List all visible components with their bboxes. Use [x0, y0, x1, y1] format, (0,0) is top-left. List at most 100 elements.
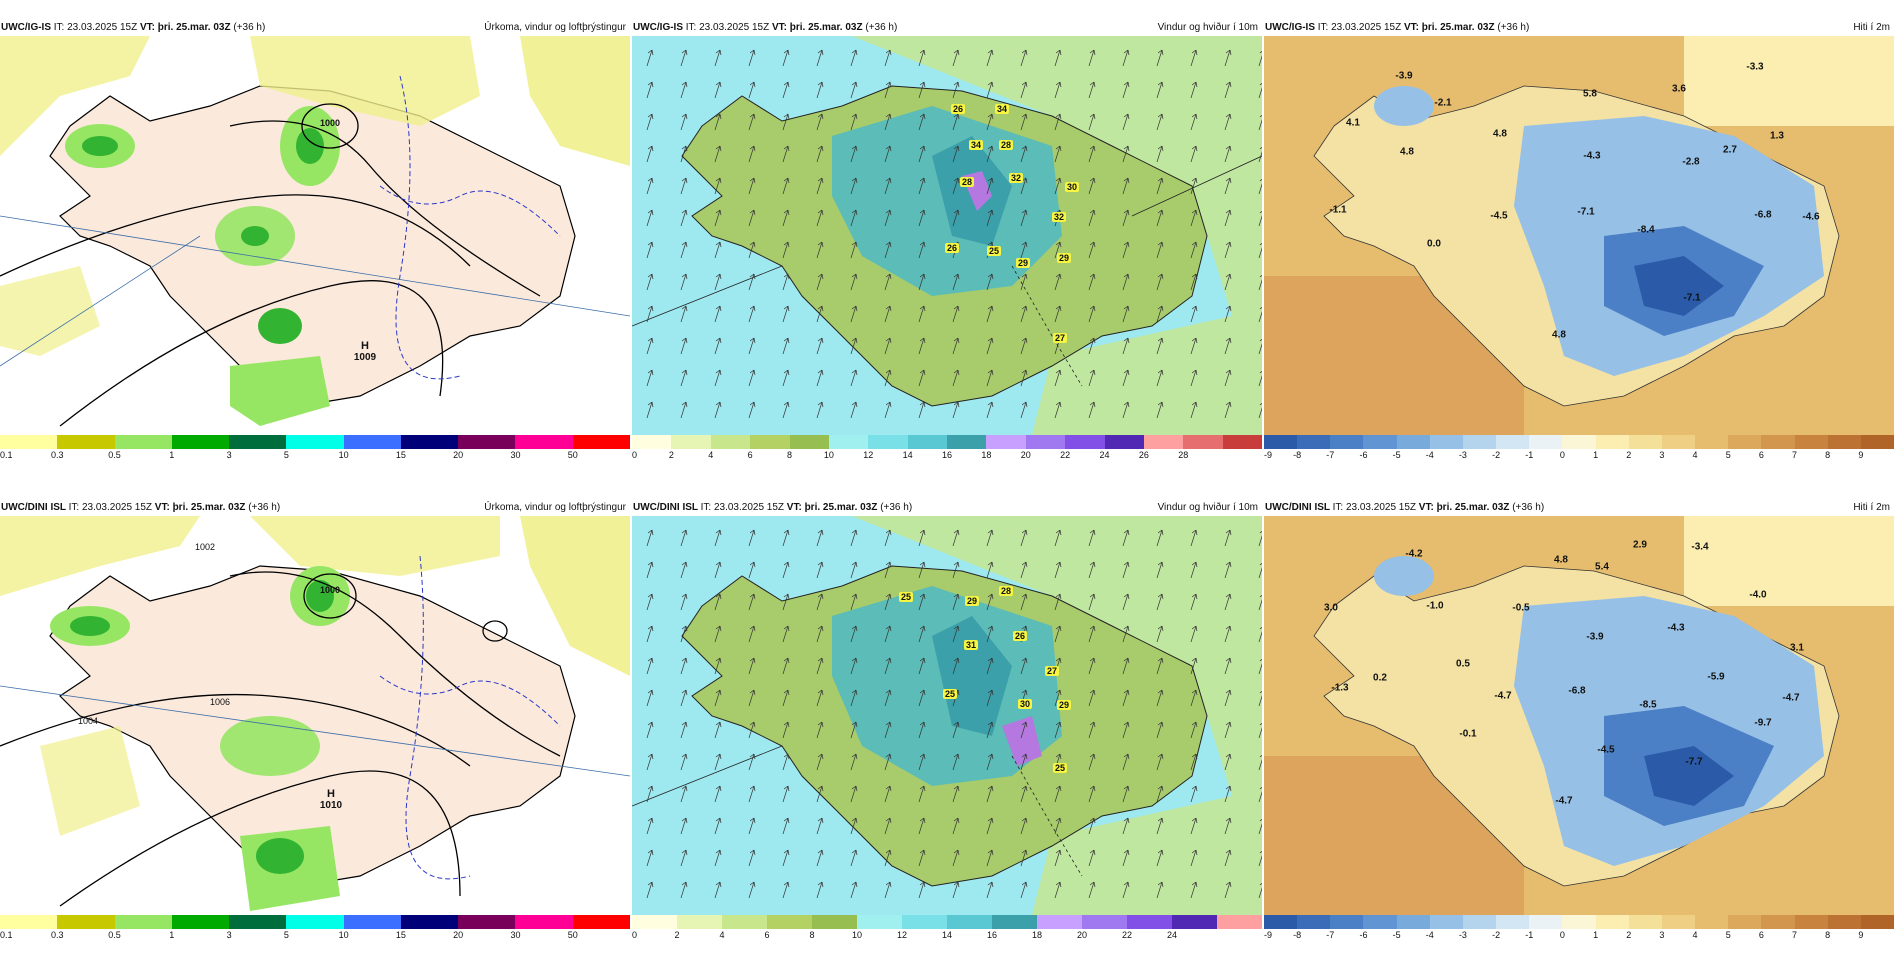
- temperature-label: -3.9: [1395, 70, 1413, 82]
- wind-arrow: [1122, 721, 1130, 739]
- precip-map: H 1009 1000: [0, 36, 630, 435]
- wind-arrow: [1224, 753, 1232, 771]
- wind-colorbar-tick: 0: [632, 450, 638, 460]
- wind-arrow: [1156, 849, 1164, 867]
- wind-colorbar-tick: 4: [708, 450, 714, 460]
- wind-arrow: [714, 785, 722, 803]
- vt-value: þri. 25.mar. 03Z: [157, 22, 231, 33]
- wind-arrow: [986, 561, 994, 579]
- wind-arrow: [680, 145, 688, 163]
- temperature-colorbar-segment: [1363, 435, 1397, 449]
- wind-arrow: [748, 145, 756, 163]
- wind-arrow: [918, 369, 926, 387]
- temperature-colorbar-segment: [1794, 435, 1828, 449]
- wind-arrow: [952, 561, 960, 579]
- panel-header: UWC/IG-IS IT: 23.03.2025 15Z VT: þri. 25…: [0, 18, 630, 36]
- precip-colorbar-tick: 0.1: [0, 930, 13, 940]
- wind-arrow: [1224, 657, 1232, 675]
- wind-arrow: [782, 401, 790, 419]
- gust-label: 26: [950, 104, 966, 114]
- wind-arrow: [1122, 145, 1130, 163]
- wind-arrow: [1088, 273, 1096, 291]
- wind-colorbar-segment: [1025, 435, 1066, 449]
- temperature-colorbar-ticks: -9 -8 -7 -6 -5 -4 -3 -2 -1 0 1 2 3 4 5 6 7 8 9: [1264, 450, 1894, 464]
- precip-cell-s: [256, 838, 304, 874]
- wind-arrow: [646, 529, 654, 547]
- wind-colorbar-tick: 12: [896, 930, 908, 940]
- wind-arrow: [1122, 81, 1130, 99]
- wind-colorbar-segment: [1082, 915, 1127, 929]
- temperature-label: 4.8: [1400, 146, 1414, 158]
- wind-arrow: [1122, 593, 1130, 611]
- temperature-label: 4.8: [1493, 128, 1507, 140]
- wind-arrow: [748, 241, 756, 259]
- wind-arrow: [884, 785, 892, 803]
- wind-arrow: [986, 337, 994, 355]
- wind-arrow: [748, 657, 756, 675]
- precip-colorbar-ticks: 0.1 0.3 0.5 1 3 5 10 15 20 30 50: [0, 930, 630, 944]
- wind-arrow: [884, 49, 892, 67]
- wind-arrow: [1258, 179, 1262, 195]
- temperature-colorbar-tick: 3: [1659, 930, 1665, 940]
- precip-area-ne: [520, 516, 630, 676]
- wind-arrow: [1088, 785, 1096, 803]
- wind-arrow: [646, 305, 654, 323]
- wind-arrow: [1020, 657, 1028, 675]
- wind-arrow: [952, 113, 960, 131]
- temperature-label: -1.1: [1329, 204, 1347, 216]
- temperature-colorbar-tick: 1: [1593, 450, 1599, 460]
- wind-arrow: [646, 145, 654, 163]
- wind-arrow: [646, 657, 654, 675]
- precip-map-svg: [0, 516, 630, 915]
- model-name: UWC/DINI ISL: [1, 502, 66, 513]
- wind-arrow: [884, 177, 892, 195]
- precip-colorbar-tick: 0.3: [51, 930, 64, 940]
- high-pressure-value: 1010: [319, 800, 343, 811]
- wind-arrow: [816, 145, 824, 163]
- wind-arrow: [986, 817, 994, 835]
- temperature-label: -4.7: [1494, 690, 1512, 702]
- wind-colorbar-tick: 20: [1076, 930, 1088, 940]
- wind-arrow: [1054, 145, 1062, 163]
- gust-core: [1002, 716, 1042, 766]
- it-value: 23.03.2025 15Z: [1331, 22, 1402, 33]
- wind-arrow: [646, 561, 654, 579]
- wind-colorbar-tick: 18: [1031, 930, 1043, 940]
- wind-colorbar-tick: 16: [941, 450, 953, 460]
- wind-colorbar: [632, 915, 1262, 929]
- wind-arrow: [1088, 849, 1096, 867]
- lead-time: (+36 h): [233, 22, 266, 33]
- wind-arrow: [748, 369, 756, 387]
- wind-arrow: [952, 785, 960, 803]
- wind-arrow: [952, 849, 960, 867]
- wind-arrow: [918, 177, 926, 195]
- precip-colorbar-segment: [171, 915, 230, 929]
- wind-arrow: [1258, 147, 1262, 163]
- lead-time: (+36 h): [1512, 502, 1545, 513]
- wind-colorbar-segment: [750, 435, 790, 449]
- wind-arrow: [986, 753, 994, 771]
- wind-colorbar-segment: [828, 435, 869, 449]
- temperature-label: 3.1: [1790, 642, 1804, 654]
- wind-arrow: [850, 561, 858, 579]
- precip-colorbar-tick: 5: [283, 450, 289, 460]
- wind-arrow: [1224, 881, 1232, 899]
- wind-arrow: [646, 881, 654, 899]
- temperature-colorbar-segment: [1529, 435, 1563, 449]
- temperature-colorbar-tick: -4: [1425, 930, 1434, 940]
- wind-arrow: [918, 241, 926, 259]
- isobar-label: 1002: [194, 542, 216, 552]
- panel-top-wind: UWC/IG-IS IT: 23.03.2025 15Z VT: þri. 25…: [632, 0, 1262, 475]
- graticule: [1131, 155, 1262, 217]
- wind-arrow: [1122, 561, 1130, 579]
- precip-colorbar-segment: [0, 915, 58, 929]
- panel-title: Vindur og hviður í 10m: [1157, 502, 1258, 513]
- wind-arrow: [1258, 691, 1262, 707]
- temperature-colorbar-tick: 5: [1725, 930, 1731, 940]
- wind-arrow: [714, 337, 722, 355]
- wind-arrow: [748, 209, 756, 227]
- wind-arrow: [1224, 241, 1232, 259]
- panel-top-precip: UWC/IG-IS IT: 23.03.2025 15Z VT: þri. 25…: [0, 0, 630, 475]
- temperature-colorbar-tick: -8: [1293, 930, 1302, 940]
- wind-arrow: [1122, 785, 1130, 803]
